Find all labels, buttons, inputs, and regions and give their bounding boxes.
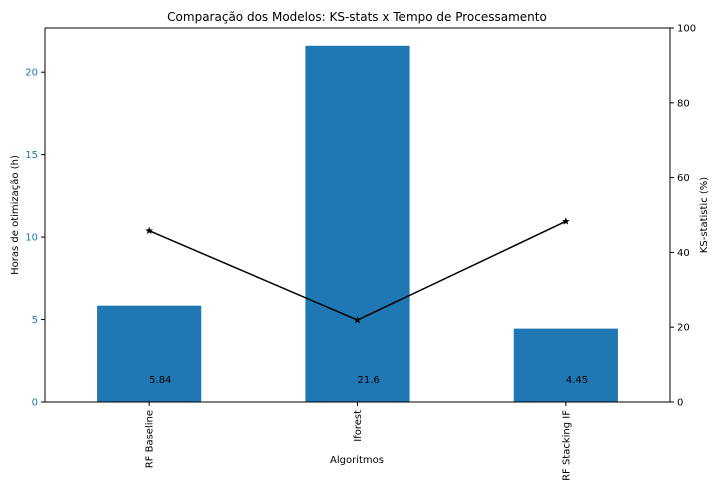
ks-point-1: [353, 316, 362, 324]
left-tick-label-3: 15: [25, 150, 38, 161]
line-series-layer: [145, 217, 570, 324]
chart-title: Comparação dos Modelos: KS-stats x Tempo…: [167, 10, 547, 24]
right-tick-label-2: 40: [677, 248, 690, 259]
left-tick-label-2: 10: [25, 233, 38, 244]
bars-layer: [97, 45, 618, 403]
x-tick-label-2: RF Stacking IF: [561, 410, 572, 481]
right-axis-label: KS-statistic (%): [699, 177, 710, 253]
left-axis-label: Horas de otimização (h): [10, 155, 21, 275]
bar-2: [513, 328, 618, 402]
axes-layer: 0 5 10 15 20 0 20 40 60 80 100 RF Baseline Iforest RF…: [25, 24, 696, 481]
data-labels-layer: 5.84 21.6 4.45: [149, 375, 588, 386]
data-label-2: 4.45: [566, 375, 588, 386]
x-tick-label-0: RF Baseline: [145, 410, 156, 468]
left-tick-label-0: 0: [32, 398, 38, 409]
right-tick-label-3: 60: [677, 173, 690, 184]
right-tick-label-5: 100: [677, 24, 696, 35]
right-tick-label-0: 0: [677, 398, 683, 409]
ks-point-0: [145, 226, 153, 234]
right-tick-label-1: 20: [677, 323, 690, 334]
bar-1: [305, 45, 410, 403]
data-label-0: 5.84: [149, 375, 171, 386]
x-tick-label-1: Iforest: [353, 410, 364, 442]
left-tick-label-4: 20: [25, 68, 38, 79]
left-tick-label-1: 5: [32, 315, 38, 326]
right-tick-label-4: 80: [677, 98, 690, 109]
x-axis-label: Algoritmos: [330, 455, 384, 466]
bar-0: [97, 305, 202, 402]
ks-point-2: [562, 217, 570, 225]
data-label-1: 21.6: [358, 375, 380, 386]
